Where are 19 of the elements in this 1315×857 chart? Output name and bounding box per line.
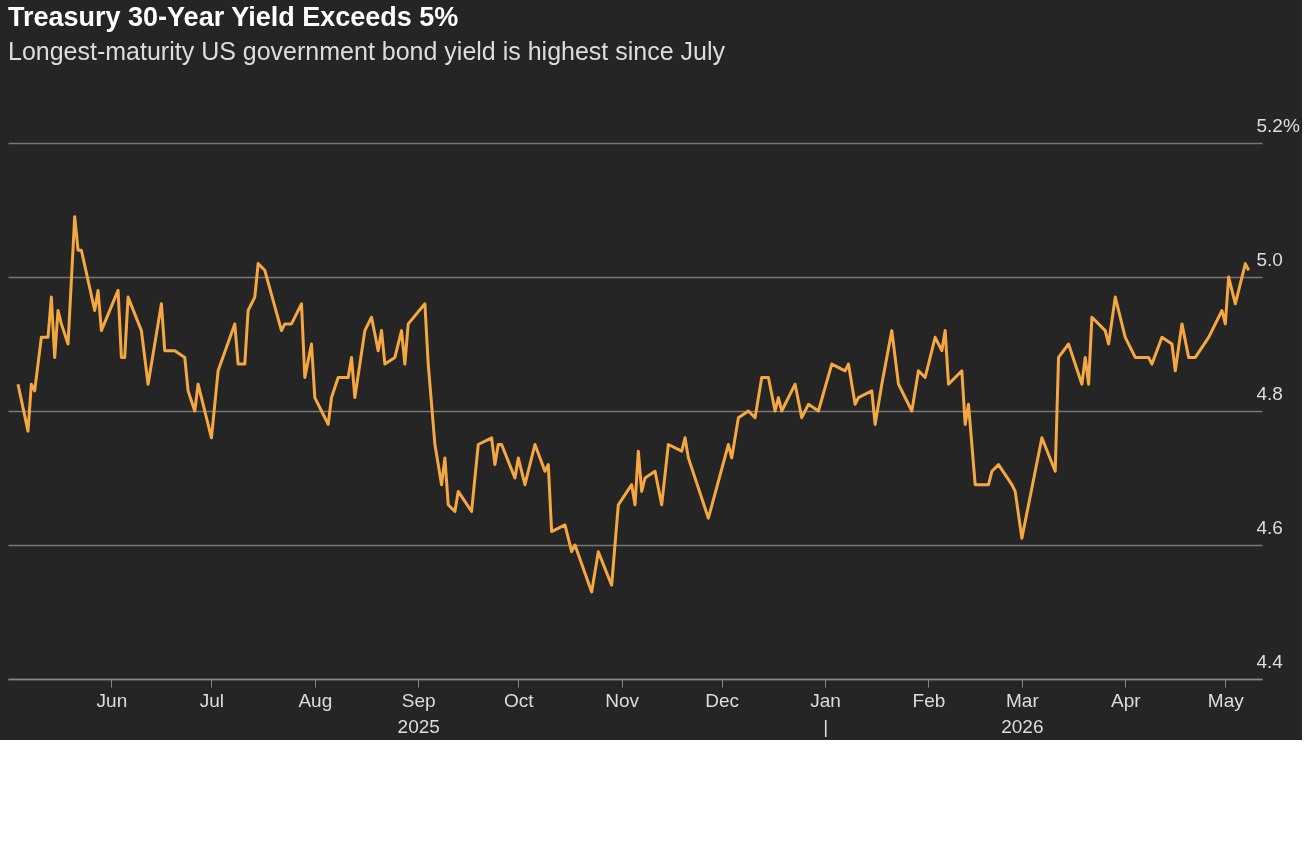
x-tick-label: May <box>1207 689 1245 711</box>
x-tick-label: Apr <box>1110 689 1142 711</box>
y-tick-label: 4.6 <box>1256 516 1283 538</box>
y-tick-label: 5.2% <box>1256 114 1300 136</box>
x-tick-label: Mar 2026 <box>1001 689 1044 737</box>
chart-title: Treasury 30-Year Yield Exceeds 5% <box>8 2 459 32</box>
x-tick-label: Aug <box>298 689 333 711</box>
x-tick-label: Feb <box>912 689 946 711</box>
x-tick-label: Oct <box>503 689 535 711</box>
x-tick-label: Jun <box>96 689 128 711</box>
y-tick-label: 5.0 <box>1256 248 1283 270</box>
x-tick-label: Nov <box>605 689 640 711</box>
x-tick-label: Jan | <box>810 689 841 737</box>
y-tick-label: 4.8 <box>1256 382 1283 404</box>
y-tick-label: 4.4 <box>1256 650 1284 672</box>
chart-subtitle: Longest-maturity US government bond yield is highest since July <box>8 37 726 65</box>
x-tick-label: Jul <box>199 689 225 711</box>
x-tick-label: Dec <box>705 689 740 711</box>
x-tick-label: Sep 2025 <box>397 689 440 737</box>
